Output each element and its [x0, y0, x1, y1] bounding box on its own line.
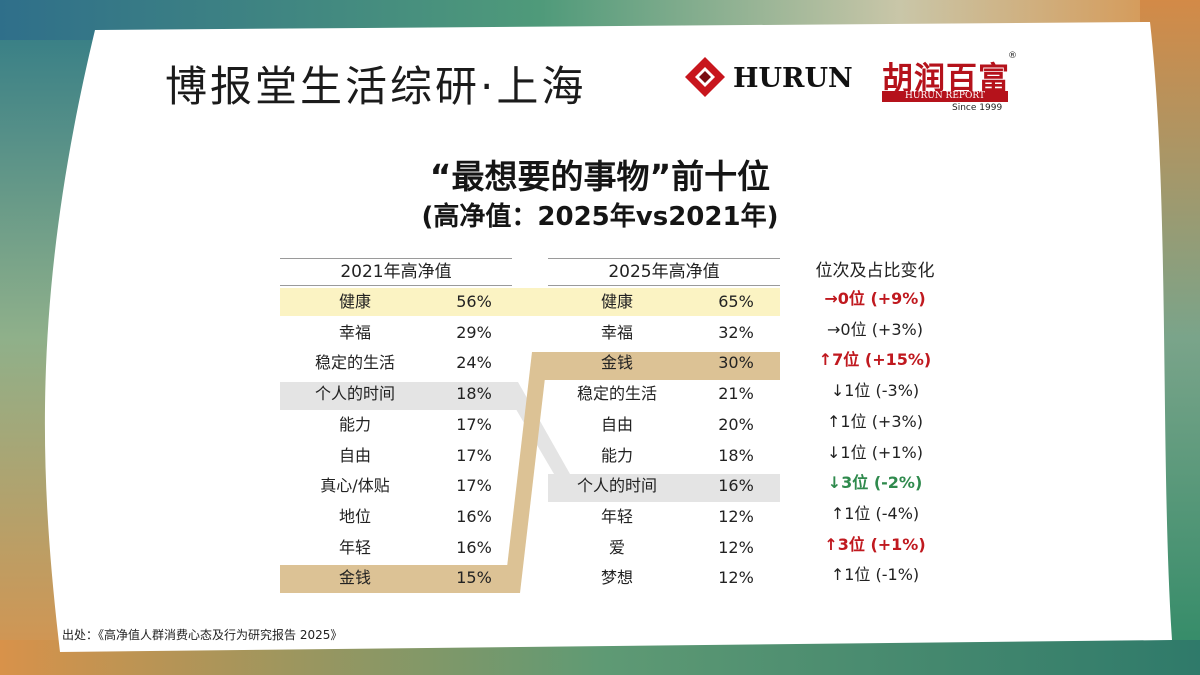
- change-item: ↓3位 (-2%): [827, 473, 923, 493]
- table-2025-row: 健康 65%: [542, 287, 780, 317]
- table-2021-item-percent: 17%: [456, 476, 492, 496]
- personal-time-2025-band: [548, 474, 780, 502]
- table-2021-item-name: 稳定的生活: [314, 353, 395, 373]
- table-2025-item-percent: 21%: [718, 384, 754, 404]
- table-2021-item-percent: 17%: [456, 414, 492, 434]
- table-2025-row: 能力 18%: [542, 441, 780, 471]
- table-2025-item-name: 金钱: [600, 353, 633, 373]
- table-2021-item-name: 年轻: [338, 537, 371, 557]
- table-2025-item-name: 稳定的生活: [576, 384, 657, 404]
- table-2021-row: 能力 17%: [280, 410, 518, 440]
- registered-mark: ®: [1008, 51, 1017, 61]
- table-2025-item-name: 幸福: [600, 322, 633, 342]
- table-2021-item-name: 金钱: [338, 568, 371, 588]
- table-2021-row: 健康 56%: [280, 287, 518, 317]
- hurun-report-bar: HURUN REPORT: [882, 91, 1008, 102]
- table-2025-item-percent: 12%: [718, 568, 754, 588]
- table-2021-item-name: 真心/体贴: [320, 476, 390, 496]
- table-2025-row: 金钱 30%: [542, 348, 780, 378]
- hurun-wordmark: HURUN: [733, 63, 853, 94]
- change-item: ↑7位 (+15%): [818, 350, 932, 370]
- table-2025-item-name: 自由: [600, 414, 633, 434]
- table-2021-item-name: 地位: [338, 506, 371, 526]
- money-connector: [504, 352, 548, 593]
- table-2021-row: 年轻 16%: [280, 533, 518, 563]
- table-2021-row: 金钱 15%: [280, 563, 518, 593]
- hurun-report-logo: 胡润百富 ® HURUN REPORT Since 1999: [882, 51, 1017, 117]
- table-2025-item-percent: 32%: [718, 322, 754, 342]
- since-label: Since 1999: [952, 103, 1003, 113]
- table-2021-row: 真心/体贴 17%: [280, 471, 518, 501]
- source-note: 出处：《高净值人群消费心态及行为研究报告 2025》: [62, 628, 343, 642]
- table-2021-item-name: 自由: [338, 445, 371, 465]
- table-2021-row: 个人的时间 18%: [280, 379, 518, 409]
- change-item: ↑1位 (-4%): [830, 503, 920, 523]
- table-2025-row: 自由 20%: [542, 410, 780, 440]
- table-2025-item-name: 健康: [600, 292, 633, 311]
- money-2021-band: [280, 565, 518, 593]
- change-item: ↓1位 (+1%): [827, 442, 923, 462]
- table-2021-item-percent: 56%: [456, 292, 492, 311]
- table-2021-item-percent: 29%: [456, 322, 492, 342]
- table-2025-item-percent: 16%: [718, 476, 754, 496]
- hurun-logo: HURUN: [683, 55, 853, 101]
- table-2025-row: 幸福 32%: [542, 318, 780, 348]
- change-item: ↓1位 (-3%): [830, 381, 920, 401]
- page-title: “最想要的事物”前十位: [429, 157, 771, 196]
- table-2025-item-percent: 12%: [718, 537, 754, 557]
- change-item: →0位 (+9%): [824, 289, 926, 308]
- table-2021-item-percent: 18%: [456, 384, 492, 404]
- change-header: 位次及占比变化: [815, 261, 935, 281]
- table-2021-item-percent: 16%: [456, 506, 492, 526]
- table-2025-row: 个人的时间 16%: [542, 471, 780, 501]
- table-2021-header: 2021年高净值: [280, 258, 512, 286]
- change-item: →0位 (+3%): [827, 319, 923, 339]
- table-2021-item-percent: 17%: [456, 445, 492, 465]
- table-2021-item-name: 幸福: [338, 322, 371, 342]
- table-2025-item-percent: 30%: [718, 353, 754, 373]
- brand-title: 博报堂生活综研·上海: [165, 62, 587, 111]
- money-2025-band: [532, 352, 780, 380]
- page-subtitle: (高净值：2025年vs2021年): [421, 202, 779, 232]
- personal-time-2021-band: [280, 382, 518, 410]
- table-2025-item-percent: 20%: [718, 414, 754, 434]
- table-2021-item-percent: 24%: [456, 353, 492, 373]
- change-item: ↑1位 (-1%): [830, 565, 920, 585]
- table-2025-item-name: 梦想: [600, 568, 633, 588]
- table-2021-item-percent: 15%: [456, 568, 492, 588]
- change-item: ↑3位 (+1%): [824, 534, 926, 554]
- table-2025-item-percent: 12%: [718, 506, 754, 526]
- table-2021-row: 稳定的生活 24%: [280, 348, 518, 378]
- table-2021-item-name: 健康: [338, 292, 371, 311]
- table-2025-item-name: 个人的时间: [576, 476, 657, 496]
- table-2025-row: 梦想 12%: [542, 563, 780, 593]
- table-2025-item-name: 年轻: [600, 506, 633, 526]
- table-2025-item-percent: 18%: [718, 445, 754, 465]
- change-item: ↑1位 (+3%): [827, 411, 923, 431]
- table-2021-row: 地位 16%: [280, 502, 518, 532]
- table-2025-item-name: 爱: [608, 537, 625, 557]
- table-2021-row: 幸福 29%: [280, 318, 518, 348]
- table-2021-item-name: 能力: [338, 414, 371, 434]
- table-2025-header: 2025年高净值: [548, 258, 780, 286]
- table-2025-row: 年轻 12%: [542, 502, 780, 532]
- table-2021-item-percent: 16%: [456, 537, 492, 557]
- table-2025-row: 稳定的生活 21%: [542, 379, 780, 409]
- hurun-cube-icon: [685, 57, 725, 97]
- table-2021-item-name: 个人的时间: [314, 384, 395, 404]
- table-2025-item-name: 能力: [600, 445, 633, 465]
- table-2025-item-percent: 65%: [718, 292, 754, 311]
- table-2021-row: 自由 17%: [280, 441, 518, 471]
- table-2025-row: 爱 12%: [542, 533, 780, 563]
- health-highlight-band: [280, 288, 780, 316]
